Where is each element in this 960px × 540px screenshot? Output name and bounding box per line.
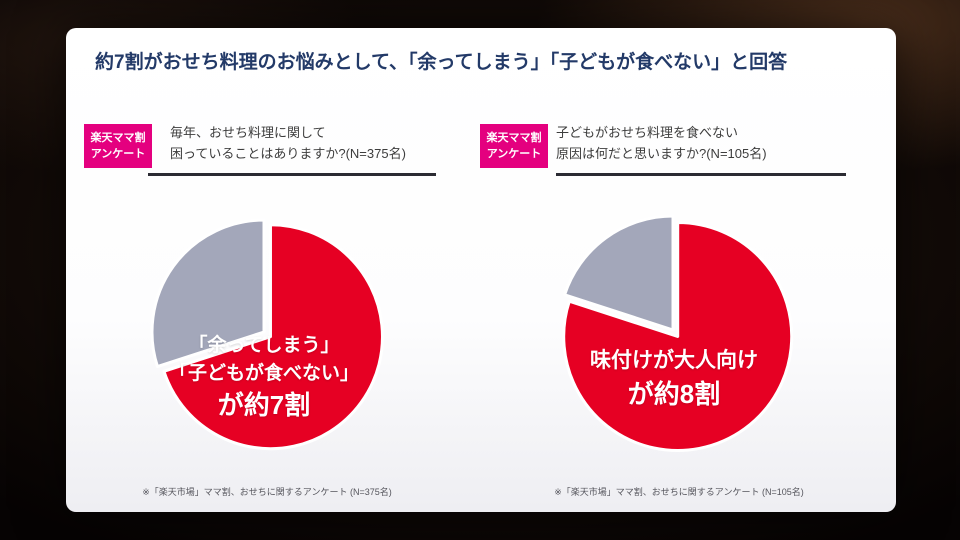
pie-svg xyxy=(562,214,794,452)
question-line: 子どもがおせち料理を食べない xyxy=(556,125,739,140)
question-line: 毎年、おせち料理に関して xyxy=(170,125,326,140)
divider-left xyxy=(148,173,436,176)
survey-badge-left: 楽天ママ割 アンケート xyxy=(84,124,152,168)
badge-line: アンケート xyxy=(486,148,542,160)
pie-chart-left xyxy=(142,210,386,454)
badge-line: 楽天ママ割 xyxy=(486,131,542,144)
pie-slice xyxy=(562,220,794,452)
slide-title: 約7割がおせち料理のお悩みとして、「余ってしまう」「子どもが食べない」と回答 xyxy=(95,52,788,73)
survey-question-left: 毎年、おせち料理に関して 困っていることはありますか?(N=375名) xyxy=(170,123,406,165)
footnote-right: ※「楽天市場」ママ割、おせちに関するアンケート (N=105名) xyxy=(554,487,804,497)
question-line: 原因は何だと思いますか?(N=105名) xyxy=(556,145,767,161)
badge-line: アンケート xyxy=(90,148,146,160)
survey-badge-right: 楽天ママ割 アンケート xyxy=(480,124,548,168)
pie-slice xyxy=(150,218,266,369)
presentation-slide: 約7割がおせち料理のお悩みとして、「余ってしまう」「子どもが食べない」と回答 楽… xyxy=(66,28,896,512)
question-line: 困っていることはありますか?(N=375名) xyxy=(170,145,406,161)
pie-svg xyxy=(150,218,384,451)
pie-slice xyxy=(162,223,384,451)
divider-right xyxy=(556,173,846,176)
pie-chart-right xyxy=(549,206,797,454)
survey-question-right: 子どもがおせち料理を食べない 原因は何だと思いますか?(N=105名) xyxy=(556,123,767,165)
pie-slice xyxy=(563,214,675,332)
footnote-left: ※「楽天市場」ママ割、おせちに関するアンケート (N=375名) xyxy=(142,487,392,497)
badge-line: 楽天ママ割 xyxy=(90,131,146,144)
